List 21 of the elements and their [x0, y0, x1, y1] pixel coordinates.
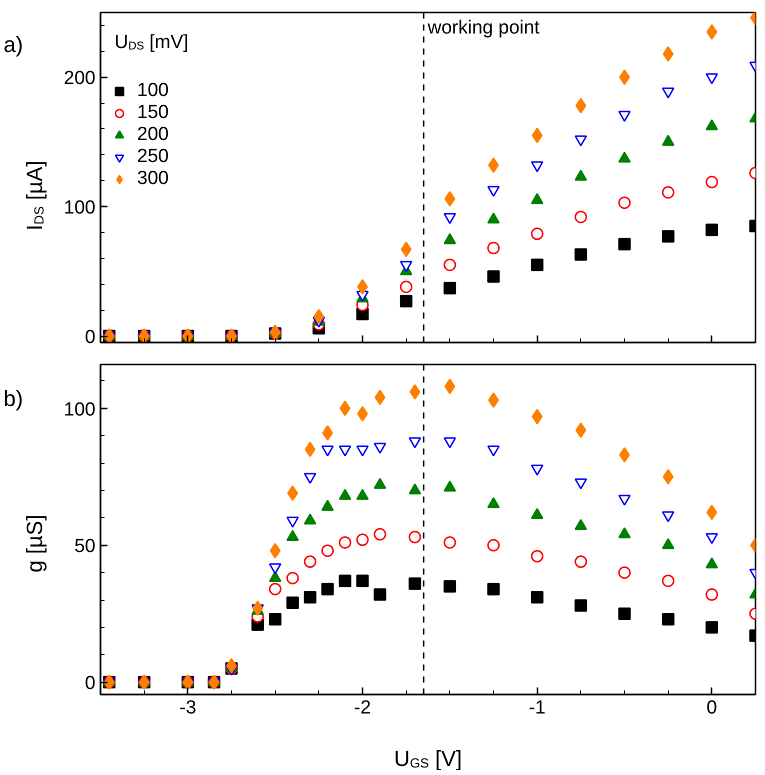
y-tick-label: 100 [64, 399, 96, 420]
y-tick-label: 200 [64, 68, 96, 90]
x-tick-label: -3 [179, 698, 196, 718]
ref-line-label: working point [426, 18, 540, 38]
legend-label: 200 [137, 124, 169, 146]
y-axis-title: g [µS] [22, 514, 47, 572]
y-tick-label: 0 [84, 673, 96, 694]
x-tick-label: -1 [528, 698, 546, 718]
x-tick-label: 0 [706, 698, 718, 718]
text: a) [4, 32, 24, 57]
legend-label: 100 [137, 80, 169, 102]
legend-label: 300 [137, 168, 169, 190]
y-axis-title: IDS [µA] [22, 160, 47, 231]
y-tick-label: 50 [74, 536, 96, 558]
legend-title: UDS [mV] [114, 32, 188, 53]
x-tick-label: -2 [354, 698, 371, 718]
text: b) [4, 386, 24, 411]
legend-label: 150 [137, 102, 169, 124]
y-tick-label: 0 [84, 327, 96, 348]
legend-label: 250 [137, 146, 169, 168]
y-tick-label: 100 [64, 198, 96, 219]
